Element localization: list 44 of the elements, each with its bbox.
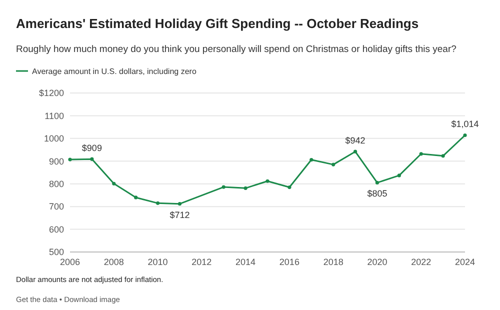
data-label: $942 xyxy=(345,136,366,146)
point xyxy=(441,154,445,158)
point xyxy=(419,152,423,156)
point xyxy=(332,162,336,166)
chart-title: Americans' Estimated Holiday Gift Spending -- October Readings xyxy=(16,16,419,31)
point xyxy=(244,186,248,190)
x-tick-label: 2024 xyxy=(454,257,476,267)
point xyxy=(134,196,138,200)
y-tick-label: 600 xyxy=(48,224,64,234)
y-tick-label: 1100 xyxy=(44,110,64,121)
x-tick-label: 2022 xyxy=(411,257,432,267)
x-tick-label: 2018 xyxy=(323,257,344,267)
point xyxy=(112,182,116,186)
x-tick-label: 2020 xyxy=(367,257,388,267)
point xyxy=(288,185,292,190)
point xyxy=(178,202,182,206)
point xyxy=(68,158,72,162)
point xyxy=(310,158,314,162)
point xyxy=(222,185,226,189)
x-tick-label: 2014 xyxy=(236,257,256,267)
y-tick-label: 800 xyxy=(48,179,64,190)
data-label: $712 xyxy=(170,210,190,220)
point xyxy=(463,133,467,138)
y-tick-label: 500 xyxy=(48,247,64,258)
point xyxy=(397,174,401,178)
point xyxy=(266,179,270,183)
chart-subtitle: Roughly how much money do you think you personally will spend on Christmas or holiday gifts this year? xyxy=(16,44,456,55)
x-tick-label: 2008 xyxy=(104,257,124,267)
x-tick-label: 2010 xyxy=(148,257,168,267)
point xyxy=(353,150,358,154)
data-label: $909 xyxy=(82,143,102,154)
point xyxy=(375,180,380,185)
point xyxy=(90,157,94,161)
point xyxy=(156,201,160,205)
y-tick-label: 700 xyxy=(48,202,64,212)
legend-label: Average amount in U.S. dollars, including zero xyxy=(32,66,197,76)
y-tick-label: $1200 xyxy=(38,88,64,98)
x-tick-label: 2012 xyxy=(192,257,212,267)
x-tick-label: 2006 xyxy=(60,257,80,267)
y-tick-label: 1000 xyxy=(44,134,64,144)
data-label: $1,014 xyxy=(451,119,479,130)
x-tick-label: 2016 xyxy=(279,257,300,267)
data-label: $805 xyxy=(367,188,388,199)
y-tick-label: 900 xyxy=(48,156,64,166)
